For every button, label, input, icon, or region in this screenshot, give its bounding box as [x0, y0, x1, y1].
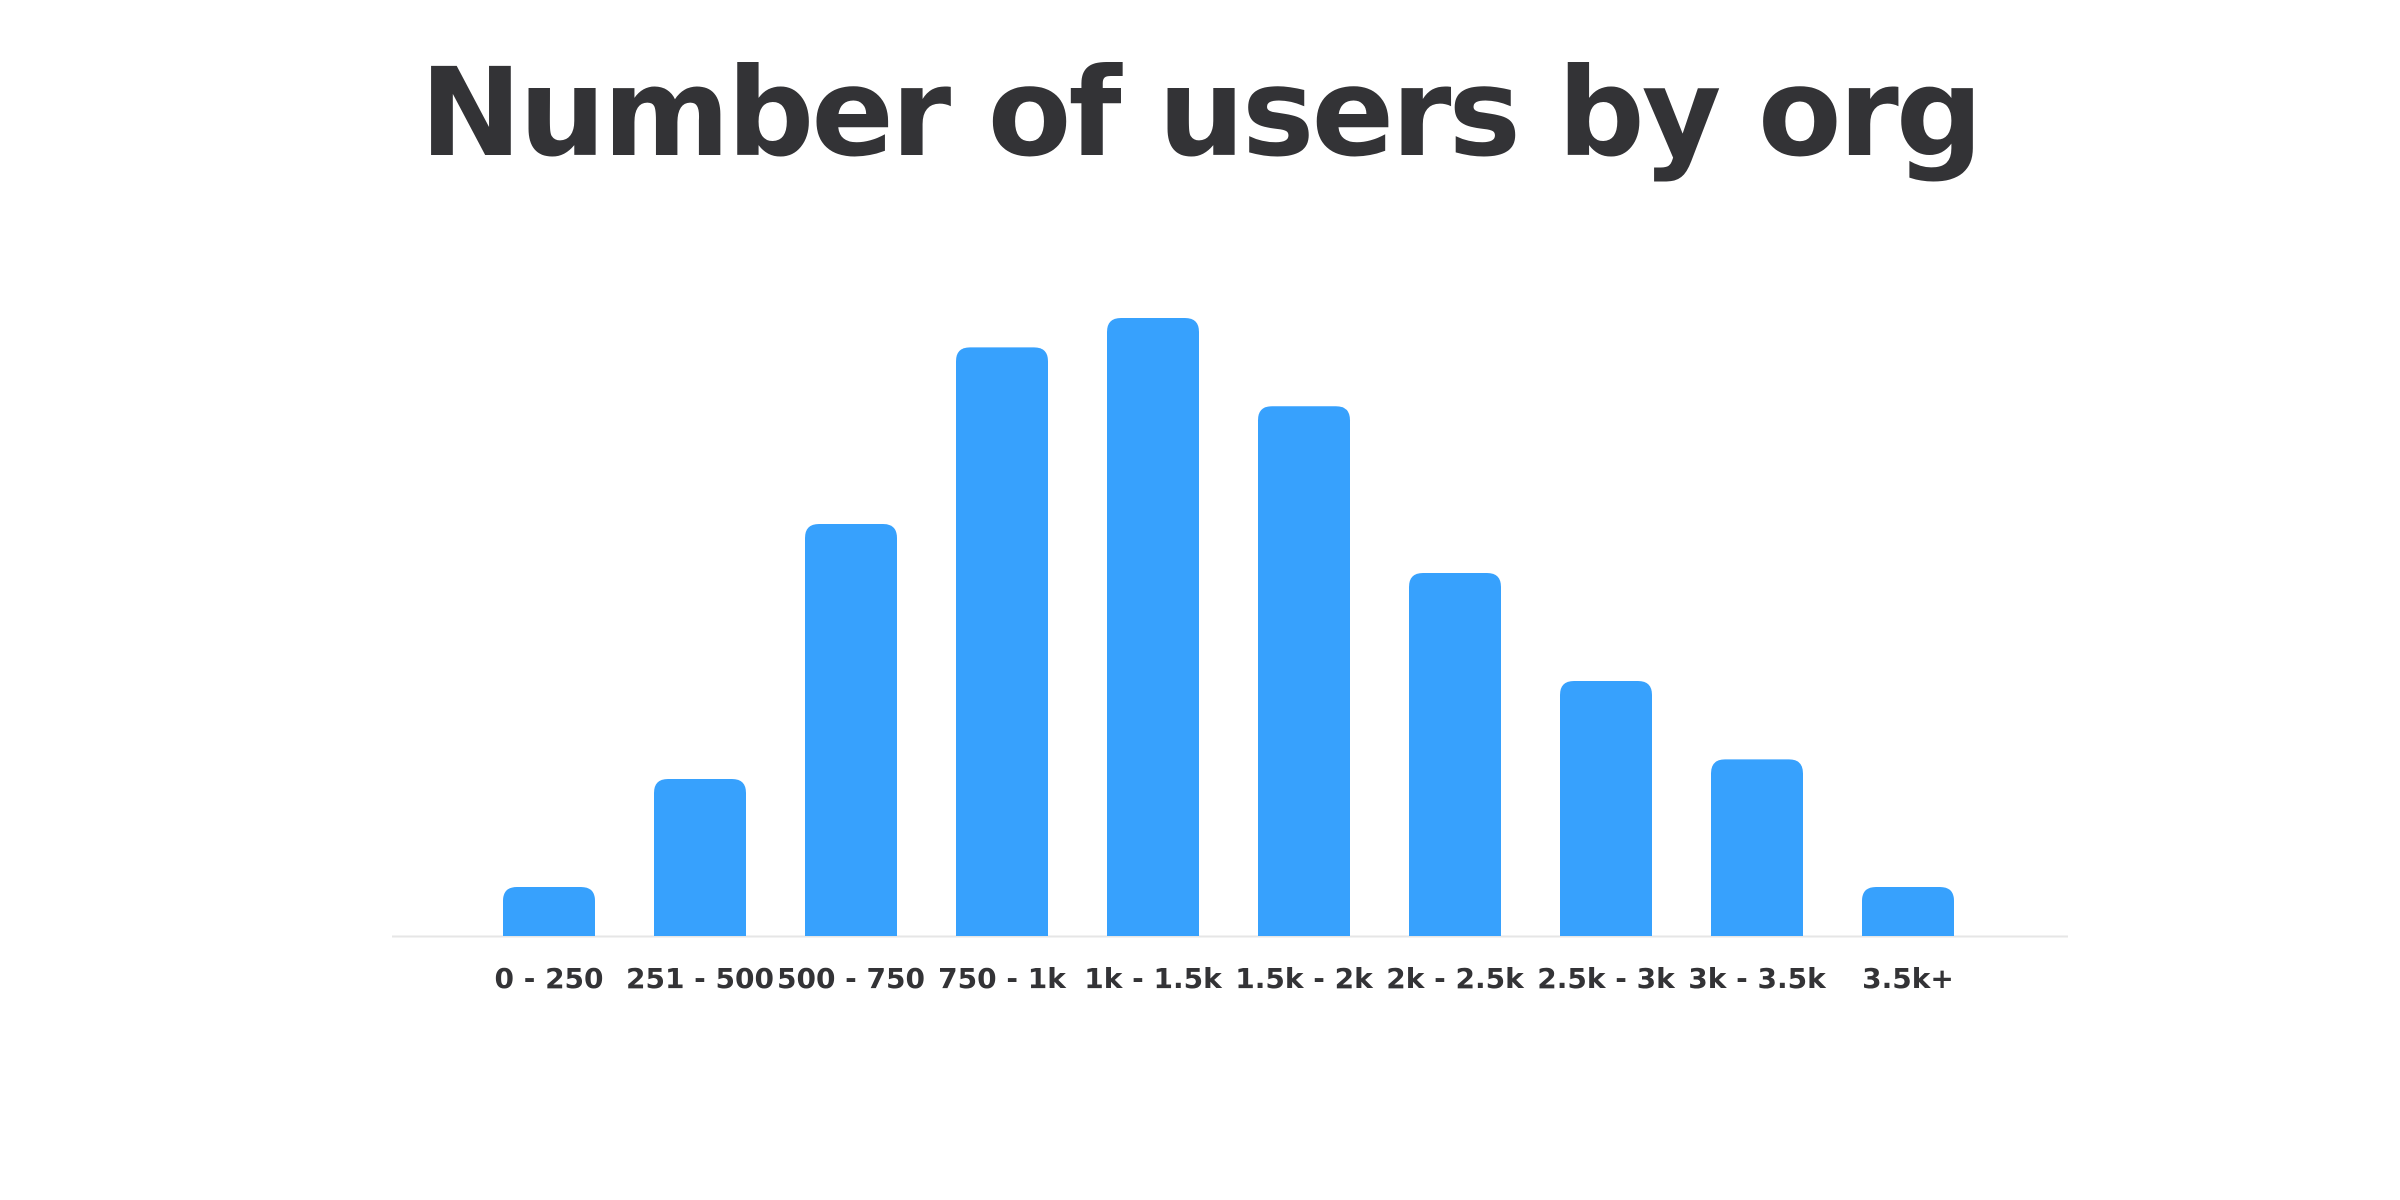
- x-tick-label: 251 - 500: [626, 962, 774, 995]
- x-tick-label: 3k - 3.5k: [1688, 962, 1827, 995]
- chart-title: Number of users by org: [419, 42, 1983, 184]
- bar: [1560, 680, 1652, 936]
- bar: [1409, 573, 1501, 936]
- bar: [654, 779, 746, 936]
- x-tick-label: 750 - 1k: [938, 962, 1067, 995]
- bar: [1258, 406, 1350, 936]
- bar: [805, 524, 897, 936]
- bar: [1711, 759, 1803, 936]
- x-tick-label: 3.5k+: [1862, 962, 1954, 995]
- x-tick-label: 1.5k - 2k: [1235, 962, 1374, 995]
- bar: [1862, 886, 1954, 936]
- x-tick-label: 2.5k - 3k: [1537, 962, 1676, 995]
- bar: [1107, 318, 1199, 936]
- x-tick-label: 500 - 750: [777, 962, 925, 995]
- x-tick-label: 0 - 250: [494, 962, 603, 995]
- x-tick-label: 2k - 2.5k: [1386, 962, 1525, 995]
- bar: [503, 886, 595, 936]
- bar: [956, 347, 1048, 936]
- x-tick-label: 1k - 1.5k: [1084, 962, 1223, 995]
